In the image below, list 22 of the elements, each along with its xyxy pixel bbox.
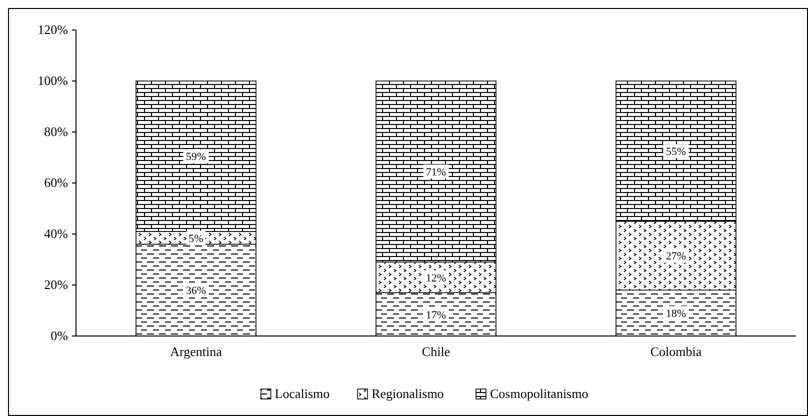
data-label: 55% <box>666 146 686 158</box>
data-label: 27% <box>666 250 686 263</box>
y-tick-label: 20% <box>44 277 68 292</box>
data-label: 18% <box>666 308 686 320</box>
y-tick-label: 40% <box>44 226 68 241</box>
x-tick-label: Chile <box>422 344 450 359</box>
data-label: 5% <box>188 232 204 245</box>
data-label: 59% <box>186 151 206 164</box>
y-tick-label: 120% <box>38 22 68 37</box>
y-tick-label: 0% <box>50 328 68 343</box>
x-tick-label: Colombia <box>650 344 702 359</box>
y-tick-label: 80% <box>44 124 68 139</box>
legend-label: Regionalismo <box>372 386 444 401</box>
legend-label: Cosmopolitanismo <box>490 386 588 401</box>
x-tick-label: Argentina <box>170 344 222 359</box>
y-tick-label: 100% <box>38 73 68 88</box>
y-tick-label: 60% <box>44 175 68 190</box>
data-label: 17% <box>426 309 446 322</box>
legend-label: Localismo <box>274 386 330 401</box>
data-label: 71% <box>426 166 446 179</box>
data-label: 36% <box>186 285 206 298</box>
data-label: 12% <box>426 272 446 284</box>
